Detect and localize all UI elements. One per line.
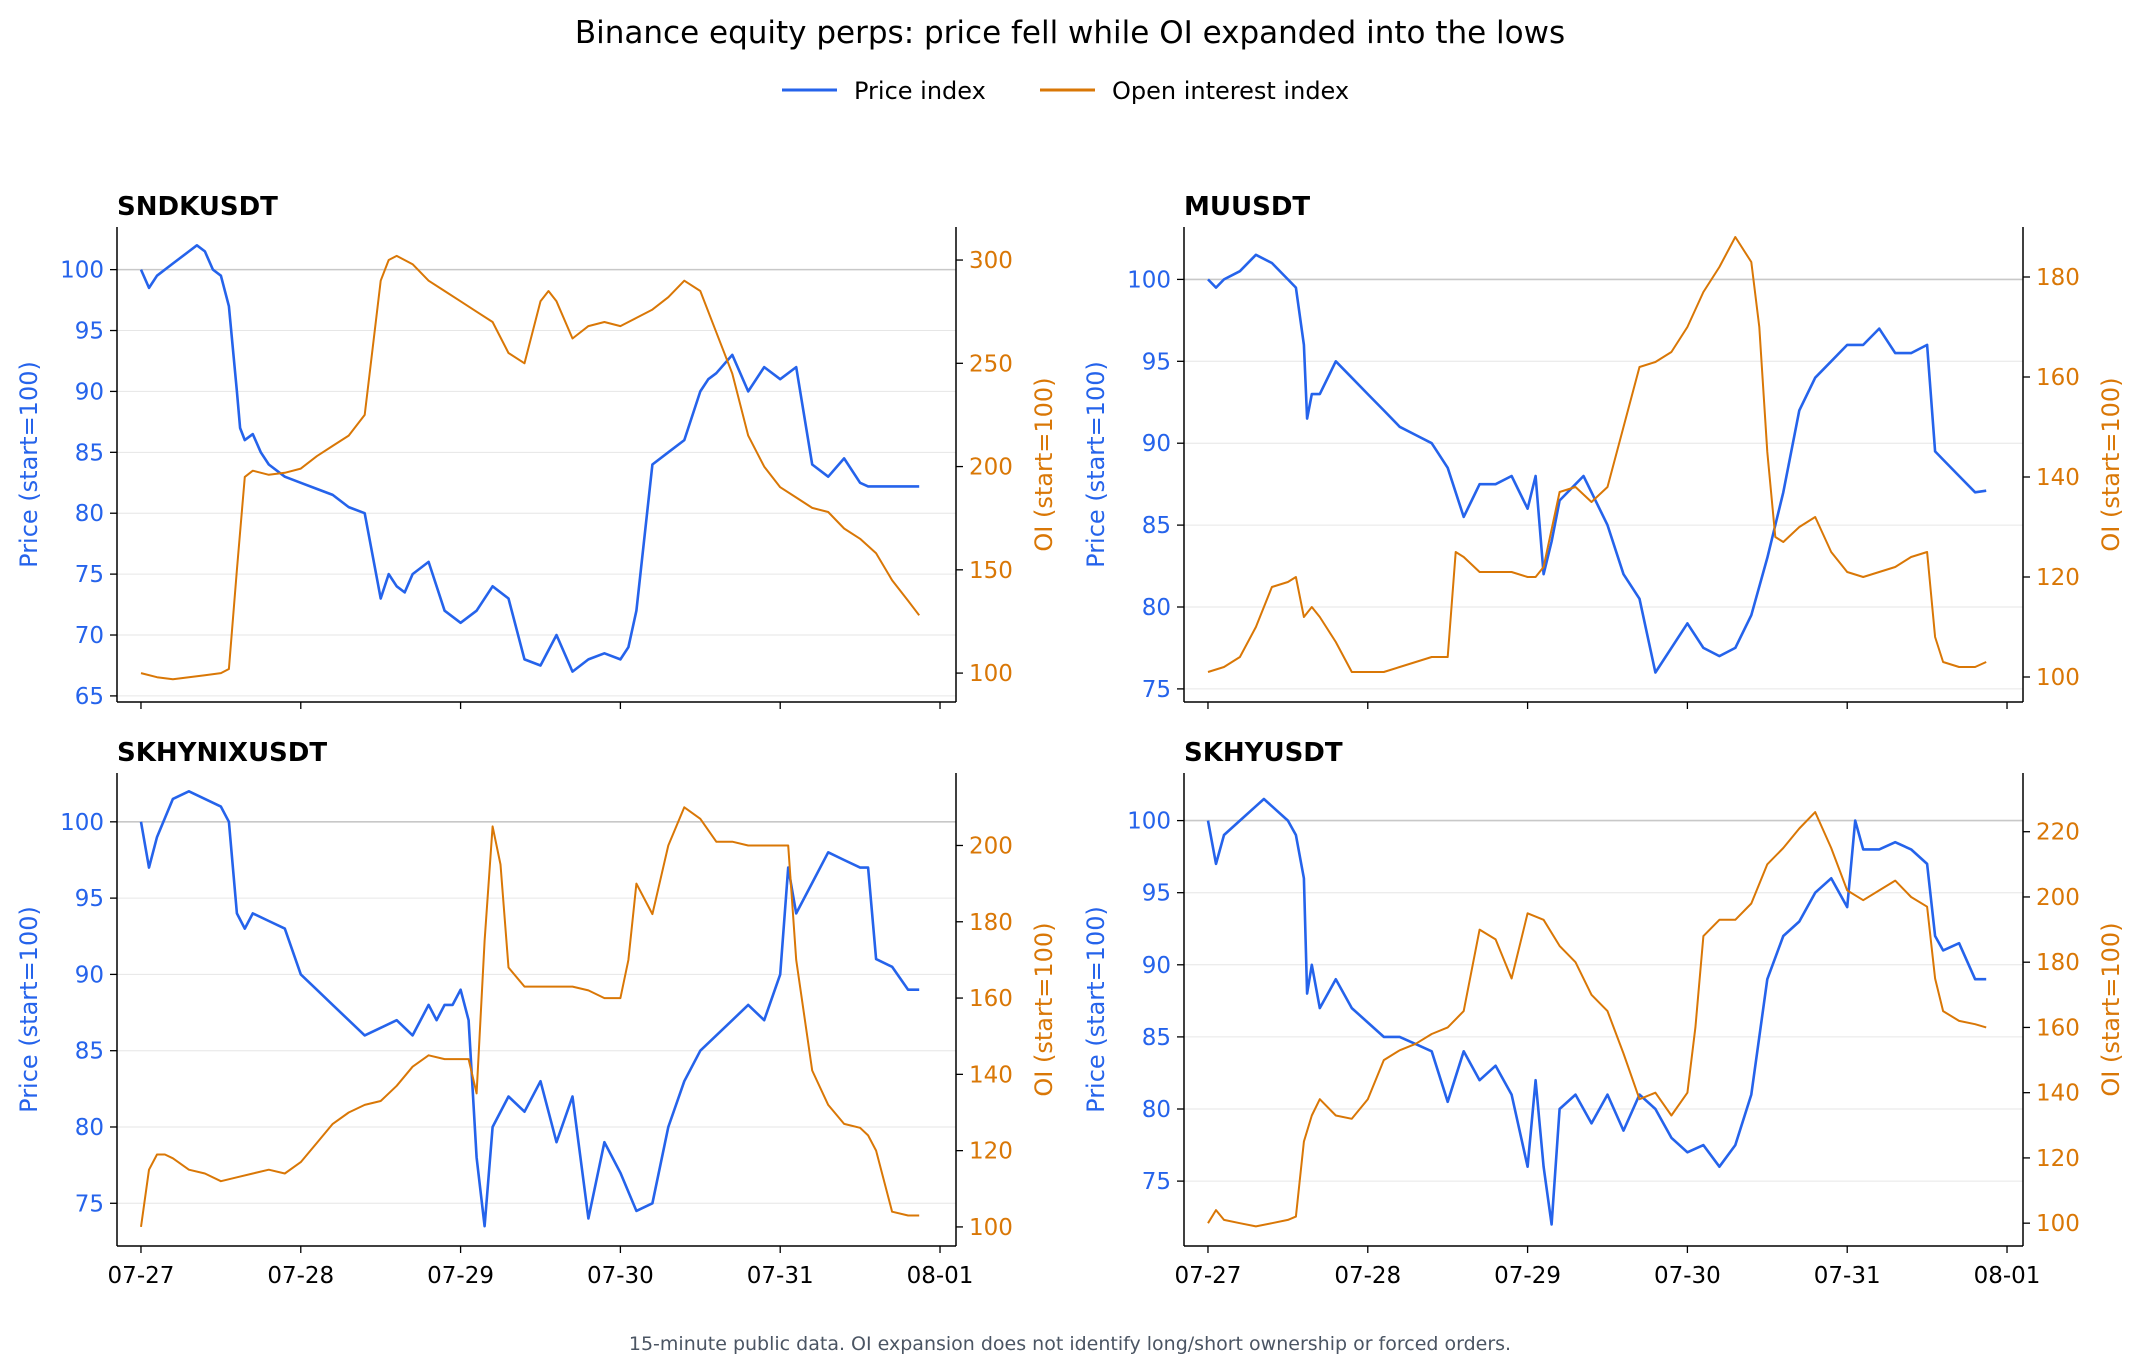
- left-tick-label: 95: [1142, 881, 1171, 907]
- panel-title-skhynixusdt: SKHYNIXUSDT: [117, 738, 327, 768]
- left-tick-label: 85: [75, 1039, 104, 1065]
- panel-title-skhyusdt: SKHYUSDT: [1184, 738, 1343, 768]
- right-tick-label: 160: [969, 986, 1013, 1012]
- x-tick-label: 07-28: [267, 1263, 334, 1289]
- left-tick-label: 100: [60, 258, 104, 284]
- right-tick-label: 200: [969, 455, 1013, 481]
- right-tick-label: 150: [969, 558, 1013, 584]
- price-line: [1206, 797, 1987, 1226]
- x-tick-label: 07-31: [747, 1263, 814, 1289]
- left-tick-label: 75: [75, 562, 104, 588]
- x-tick-label: 07-29: [427, 1263, 494, 1289]
- price-line: [139, 244, 920, 673]
- left-tick-label: 95: [75, 886, 104, 912]
- left-tick-label: 95: [75, 319, 104, 345]
- left-tick-label: 90: [75, 379, 104, 405]
- left-tick-label: 90: [1142, 953, 1171, 979]
- x-tick-label: 07-29: [1494, 1263, 1561, 1289]
- y-axis-label-right: OI (start=100): [2097, 377, 2125, 551]
- y-axis-label-left: Price (start=100): [15, 361, 43, 568]
- panel-title-muusdt: MUUSDT: [1184, 192, 1310, 222]
- right-tick-label: 160: [2036, 1015, 2080, 1041]
- oi-line: [1207, 236, 1987, 673]
- left-tick-label: 75: [75, 1191, 104, 1217]
- y-axis-label-left: Price (start=100): [1082, 361, 1110, 568]
- x-tick-label: 07-28: [1334, 1263, 1401, 1289]
- panel-title-sndkusdt: SNDKUSDT: [117, 192, 278, 222]
- footnote: 15-minute public data. OI expansion does…: [629, 1333, 1511, 1355]
- right-tick-label: 100: [2036, 1211, 2080, 1237]
- left-tick-label: 65: [75, 684, 104, 710]
- oi-line: [140, 806, 920, 1228]
- right-tick-label: 220: [2036, 820, 2080, 846]
- right-tick-label: 140: [2036, 1081, 2080, 1107]
- left-tick-label: 80: [75, 501, 104, 527]
- x-tick-label: 07-30: [587, 1263, 654, 1289]
- right-tick-label: 180: [2036, 265, 2080, 291]
- right-tick-label: 180: [2036, 950, 2080, 976]
- right-tick-label: 100: [2036, 665, 2080, 691]
- right-tick-label: 200: [969, 833, 1013, 859]
- y-axis-label-right: OI (start=100): [1030, 377, 1058, 551]
- right-tick-label: 100: [969, 1215, 1013, 1241]
- right-tick-label: 120: [2036, 1146, 2080, 1172]
- x-tick-label: 07-30: [1654, 1263, 1721, 1289]
- legend-oi-label: Open interest index: [1112, 77, 1349, 105]
- chart-title: Binance equity perps: price fell while O…: [575, 15, 1565, 51]
- x-tick-label: 08-01: [1974, 1263, 2041, 1289]
- left-tick-label: 95: [1142, 349, 1171, 375]
- right-tick-label: 120: [969, 1139, 1013, 1165]
- left-tick-label: 90: [1142, 431, 1171, 457]
- y-axis-label-left: Price (start=100): [1082, 906, 1110, 1113]
- y-axis-label-right: OI (start=100): [2097, 922, 2125, 1096]
- left-tick-label: 90: [75, 962, 104, 988]
- oi-line: [1207, 811, 1987, 1228]
- left-tick-label: 100: [60, 810, 104, 836]
- left-tick-label: 100: [1127, 809, 1171, 835]
- left-tick-label: 75: [1142, 677, 1171, 703]
- left-tick-label: 80: [75, 1115, 104, 1141]
- x-tick-label: 07-31: [1814, 1263, 1881, 1289]
- right-tick-label: 140: [969, 1062, 1013, 1088]
- right-tick-label: 250: [969, 351, 1013, 377]
- right-tick-label: 300: [969, 248, 1013, 274]
- legend-price-label: Price index: [854, 77, 986, 105]
- x-tick-label: 07-27: [1175, 1263, 1242, 1289]
- y-axis-label-left: Price (start=100): [15, 906, 43, 1113]
- right-tick-label: 100: [969, 661, 1013, 687]
- panel-muusdt: 75 80 85 90 95 100 100 120 140 160 180 MUUSDT Price …: [1082, 192, 2125, 709]
- left-tick-label: 85: [1142, 1025, 1171, 1051]
- panel-skhyusdt: 75 80 85 90 95 100 100 120 140 160 180 200 220 07-27 0…: [1082, 738, 2125, 1289]
- oi-line: [140, 254, 920, 681]
- panel-skhynixusdt: 75 80 85 90 95 100 100 120 140 160 180 200 07-27 07-2…: [15, 738, 1058, 1289]
- panel-sndkusdt: 65 70 75 80 85 90 95 100 100 150 200 250 300 SNDKUSDT…: [15, 192, 1058, 710]
- left-tick-label: 70: [75, 623, 104, 649]
- right-tick-label: 120: [2036, 565, 2080, 591]
- right-tick-label: 160: [2036, 365, 2080, 391]
- left-tick-label: 75: [1142, 1169, 1171, 1195]
- left-tick-label: 85: [1142, 513, 1171, 539]
- right-tick-label: 200: [2036, 885, 2080, 911]
- x-tick-label: 08-01: [907, 1263, 974, 1289]
- legend: Price index Open interest index: [782, 77, 1349, 105]
- price-line: [1207, 253, 1987, 674]
- left-tick-label: 85: [75, 440, 104, 466]
- right-tick-label: 180: [969, 910, 1013, 936]
- y-axis-label-right: OI (start=100): [1030, 922, 1058, 1096]
- right-tick-label: 140: [2036, 465, 2080, 491]
- x-tick-label: 07-27: [108, 1263, 175, 1289]
- left-tick-label: 80: [1142, 1097, 1171, 1123]
- left-tick-label: 100: [1127, 267, 1171, 293]
- left-tick-label: 80: [1142, 595, 1171, 621]
